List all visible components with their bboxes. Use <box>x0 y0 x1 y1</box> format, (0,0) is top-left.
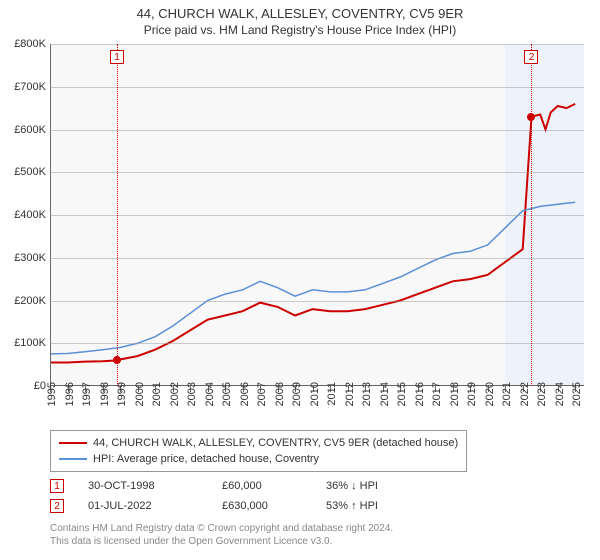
legend-label: HPI: Average price, detached house, Cove… <box>93 453 319 465</box>
gridline <box>50 87 584 88</box>
x-axis-label: 2020 <box>484 382 496 406</box>
gridline <box>50 130 584 131</box>
footer-line: This data is licensed under the Open Gov… <box>50 535 393 548</box>
legend-item: 44, CHURCH WALK, ALLESLEY, COVENTRY, CV5… <box>59 435 458 451</box>
gridline <box>50 258 584 259</box>
gridline <box>50 44 584 45</box>
x-axis-label: 2023 <box>536 382 548 406</box>
legend-item: HPI: Average price, detached house, Cove… <box>59 451 458 467</box>
marker-dot <box>527 113 535 121</box>
x-axis-label: 2001 <box>151 382 163 406</box>
annotation-price: £630,000 <box>222 500 302 512</box>
annotation-date: 01-JUL-2022 <box>88 500 198 512</box>
y-axis-label: £0 <box>2 380 46 392</box>
marker-line <box>531 44 532 386</box>
x-axis-label: 2003 <box>186 382 198 406</box>
chart-title: 44, CHURCH WALK, ALLESLEY, COVENTRY, CV5… <box>0 6 600 21</box>
annotation-hpi: 36% ↓ HPI <box>326 480 378 492</box>
x-axis-label: 2009 <box>291 382 303 406</box>
annotation-row: 1 30-OCT-1998 £60,000 36% ↓ HPI <box>50 476 378 496</box>
y-axis-label: £400K <box>2 209 46 221</box>
x-axis-label: 2018 <box>449 382 461 406</box>
x-axis-label: 2005 <box>221 382 233 406</box>
footer-attribution: Contains HM Land Registry data © Crown c… <box>50 522 393 548</box>
marker-number-box: 2 <box>524 50 538 64</box>
annotation-date: 30-OCT-1998 <box>88 480 198 492</box>
x-axis-label: 2016 <box>414 382 426 406</box>
y-axis-label: £300K <box>2 252 46 264</box>
footer-line: Contains HM Land Registry data © Crown c… <box>50 522 393 535</box>
y-axis-label: £800K <box>2 38 46 50</box>
x-axis-label: 2014 <box>379 382 391 406</box>
legend-box: 44, CHURCH WALK, ALLESLEY, COVENTRY, CV5… <box>50 430 467 472</box>
y-axis-label: £200K <box>2 295 46 307</box>
y-axis-label: £700K <box>2 81 46 93</box>
x-axis-label: 1995 <box>46 382 58 406</box>
annotation-price: £60,000 <box>222 480 302 492</box>
x-axis-label: 2011 <box>326 382 338 406</box>
x-axis-label: 2017 <box>431 382 443 406</box>
chart-plot-area: £0£100K£200K£300K£400K£500K£600K£700K£80… <box>50 44 584 386</box>
x-axis-label: 2021 <box>501 382 513 406</box>
x-axis-label: 2025 <box>571 382 583 406</box>
gridline <box>50 215 584 216</box>
series-hpi <box>50 202 575 354</box>
x-axis-label: 2013 <box>361 382 373 406</box>
annotation-hpi: 53% ↑ HPI <box>326 500 378 512</box>
x-axis-label: 1998 <box>99 382 111 406</box>
x-axis-label: 2002 <box>169 382 181 406</box>
gridline <box>50 172 584 173</box>
chart-subtitle: Price paid vs. HM Land Registry's House … <box>0 23 600 37</box>
x-axis-label: 2015 <box>396 382 408 406</box>
gridline <box>50 343 584 344</box>
legend-swatch <box>59 442 87 444</box>
x-axis-label: 2007 <box>256 382 268 406</box>
marker-dot <box>113 356 121 364</box>
y-axis-label: £600K <box>2 124 46 136</box>
x-axis-label: 1997 <box>81 382 93 406</box>
x-axis-label: 2010 <box>309 382 321 406</box>
chart-title-block: 44, CHURCH WALK, ALLESLEY, COVENTRY, CV5… <box>0 0 600 37</box>
y-axis-label: £100K <box>2 337 46 349</box>
marker-line <box>117 44 118 386</box>
x-axis-label: 2019 <box>466 382 478 406</box>
legend-label: 44, CHURCH WALK, ALLESLEY, COVENTRY, CV5… <box>93 437 458 449</box>
legend-swatch <box>59 458 87 460</box>
marker-number-box: 1 <box>110 50 124 64</box>
annotation-marker-box: 2 <box>50 499 64 513</box>
annotation-row: 2 01-JUL-2022 £630,000 53% ↑ HPI <box>50 496 378 516</box>
y-axis-label: £500K <box>2 166 46 178</box>
x-axis-label: 2006 <box>239 382 251 406</box>
gridline <box>50 301 584 302</box>
x-axis-label: 2008 <box>274 382 286 406</box>
series-property <box>50 104 575 363</box>
x-axis-label: 2022 <box>519 382 531 406</box>
x-axis-label: 2004 <box>204 382 216 406</box>
x-axis-label: 2000 <box>134 382 146 406</box>
x-axis-label: 2024 <box>554 382 566 406</box>
x-axis-label: 1996 <box>64 382 76 406</box>
annotation-table: 1 30-OCT-1998 £60,000 36% ↓ HPI 2 01-JUL… <box>50 476 378 516</box>
x-axis-label: 2012 <box>344 382 356 406</box>
annotation-marker-box: 1 <box>50 479 64 493</box>
